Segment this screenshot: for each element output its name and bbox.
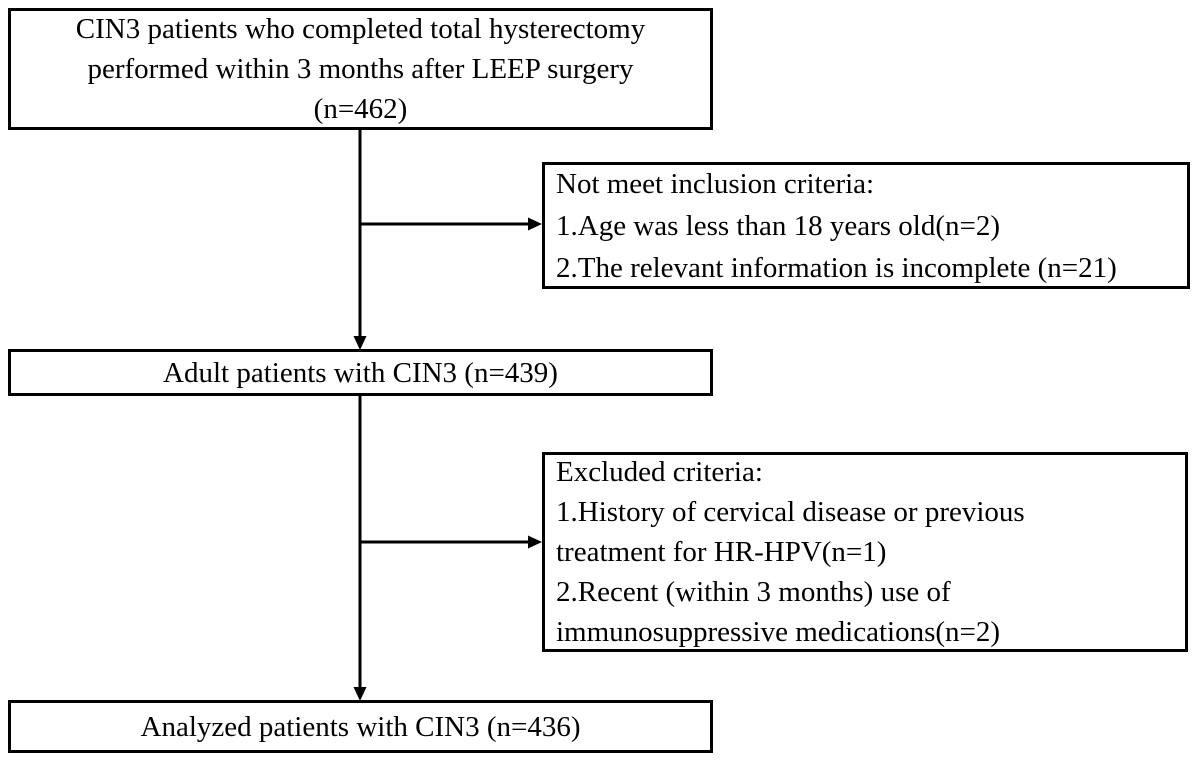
box-excluded-criteria: Excluded criteria: 1.History of cervical… — [542, 452, 1188, 652]
box-not-inclusion-criteria: Not meet inclusion criteria: 1.Age was l… — [542, 162, 1190, 289]
box-adult-population: Adult patients with CIN3 (n=439) — [8, 349, 713, 396]
excluded-item-1-line-1: 1.History of cervical disease or previou… — [556, 496, 1025, 528]
box-start-population: CIN3 patients who completed total hyster… — [8, 8, 713, 130]
arrowhead-right-icon — [528, 535, 542, 549]
arrowhead-down-icon — [353, 336, 367, 350]
box-analyzed-line-1: Analyzed patients with CIN3 (n=436) — [140, 710, 581, 743]
box-start-line-3: (n=462) — [313, 93, 408, 125]
box-adult-line-1: Adult patients with CIN3 (n=439) — [163, 356, 558, 389]
arrowhead-right-icon — [528, 217, 542, 231]
not-inclusion-item-2: 2.The relevant information is incomplete… — [556, 251, 1117, 284]
arrowhead-down-icon — [353, 687, 367, 701]
box-analyzed-population: Analyzed patients with CIN3 (n=436) — [8, 700, 713, 753]
box-start-line-1: CIN3 patients who completed total hyster… — [75, 13, 646, 45]
box-start-line-2: performed within 3 months after LEEP sur… — [87, 53, 634, 85]
excluded-item-2-line-2: immunosuppressive medications(n=2) — [556, 616, 1001, 648]
excluded-item-2-line-1: 2.Recent (within 3 months) use of — [556, 576, 951, 608]
excluded-heading: Excluded criteria: — [556, 456, 763, 488]
excluded-item-1-line-2: treatment for HR-HPV(n=1) — [556, 536, 887, 568]
not-inclusion-item-1: 1.Age was less than 18 years old(n=2) — [556, 209, 1001, 242]
not-inclusion-heading: Not meet inclusion criteria: — [556, 167, 875, 200]
